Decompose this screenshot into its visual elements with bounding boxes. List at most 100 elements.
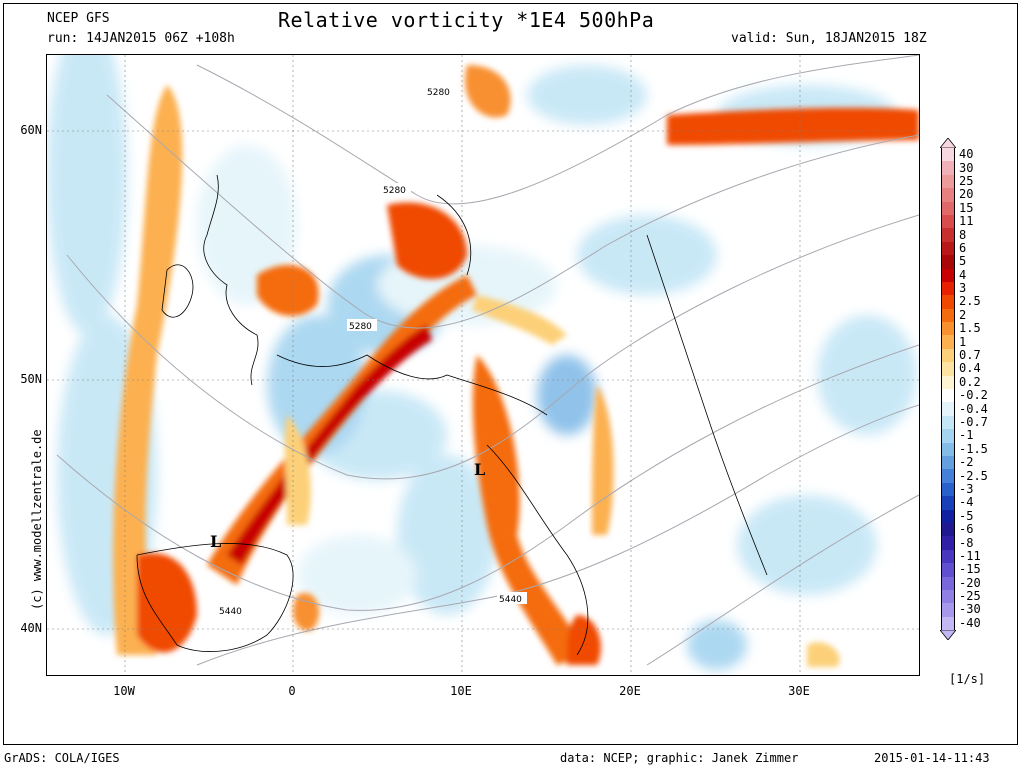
legend-item: 4 bbox=[941, 268, 988, 282]
legend-item: -8 bbox=[941, 536, 988, 550]
legend-swatch bbox=[941, 228, 955, 242]
legend-label: -1 bbox=[959, 428, 974, 443]
lon-label-10e: 10E bbox=[450, 684, 472, 698]
legend-label: -3 bbox=[959, 481, 974, 496]
valid-time: valid: Sun, 18JAN2015 18Z bbox=[731, 31, 927, 46]
lon-label-30e: 30E bbox=[788, 684, 810, 698]
chart-title: Relative vorticity *1E4 500hPa bbox=[278, 8, 655, 32]
legend-swatch bbox=[941, 174, 955, 189]
legend-swatch bbox=[941, 509, 955, 523]
contour-label-group: 5280 5280 5280 5440 5440 bbox=[217, 85, 527, 617]
legend-item: 5 bbox=[941, 254, 988, 269]
legend-item: -15 bbox=[941, 563, 988, 577]
legend-label: 3 bbox=[959, 281, 967, 296]
legend-label: 0.4 bbox=[959, 361, 981, 376]
legend-label: -1.5 bbox=[959, 441, 988, 456]
legend-label: -0.2 bbox=[959, 388, 988, 403]
legend-swatch bbox=[941, 308, 955, 323]
contour-label: 5440 bbox=[219, 607, 242, 617]
lon-label-20e: 20E bbox=[619, 684, 641, 698]
legend-item: -25 bbox=[941, 589, 988, 604]
legend-swatch bbox=[941, 522, 955, 537]
legend-item: -6 bbox=[941, 522, 988, 537]
legend-rows: 40 30 25 20 15 11 8 6 5 4 3 2.5 2 1.5 1 0.7 0.4 0.2 -0.2 -0… bbox=[941, 147, 988, 631]
legend-swatch bbox=[941, 563, 955, 577]
contour-label: 5280 bbox=[427, 88, 450, 98]
legend-item: 2.5 bbox=[941, 295, 988, 309]
legend-item: -5 bbox=[941, 508, 988, 523]
legend-swatch bbox=[941, 482, 955, 497]
legend-label: -40 bbox=[959, 615, 981, 630]
legend-swatch bbox=[941, 455, 955, 470]
positive-vorticity-field bbox=[113, 65, 919, 667]
legend-item: 2 bbox=[941, 307, 988, 323]
legend-label: 1.5 bbox=[959, 321, 981, 336]
contour-label: 5280 bbox=[349, 322, 372, 332]
legend-item: -2.5 bbox=[941, 469, 988, 483]
run-info: run: 14JAN2015 06Z +108h bbox=[47, 31, 235, 46]
legend-label: -0.4 bbox=[959, 401, 988, 416]
legend-swatch bbox=[941, 255, 955, 269]
lat-label-60n: 60N bbox=[20, 123, 42, 137]
footer-software: GrADS: COLA/IGES bbox=[4, 751, 120, 765]
legend-item: 1.5 bbox=[941, 321, 988, 336]
legend-label: 20 bbox=[959, 187, 974, 202]
lat-label-50n: 50N bbox=[20, 372, 42, 386]
legend-item: -2 bbox=[941, 455, 988, 470]
legend-swatch bbox=[941, 362, 955, 376]
color-legend: 40 30 25 20 15 11 8 6 5 4 3 2.5 2 1.5 1 0.7 0.4 0.2 -0.2 -0… bbox=[940, 138, 988, 641]
legend-label: 2 bbox=[959, 307, 967, 322]
legend-item: 8 bbox=[941, 228, 988, 242]
legend-item: 1 bbox=[941, 335, 988, 349]
legend-swatch bbox=[941, 616, 955, 631]
lon-label-0: 0 bbox=[288, 684, 296, 698]
legend-label: 11 bbox=[959, 214, 974, 229]
legend-swatch bbox=[941, 389, 955, 403]
legend-item: -0.4 bbox=[941, 401, 988, 416]
legend-label: 25 bbox=[959, 173, 974, 188]
lon-label-10w: 10W bbox=[113, 684, 135, 698]
legend-item: 6 bbox=[941, 241, 988, 256]
legend-label: -6 bbox=[959, 522, 974, 537]
legend-swatch bbox=[941, 322, 955, 336]
legend-item: 20 bbox=[941, 187, 988, 202]
legend-item: -3 bbox=[941, 481, 988, 497]
legend-swatch bbox=[941, 281, 955, 296]
lat-label-40n: 40N bbox=[20, 621, 42, 635]
legend-item: 15 bbox=[941, 200, 988, 215]
legend-label: -5 bbox=[959, 508, 974, 523]
legend-label: -25 bbox=[959, 589, 981, 604]
legend-label: -30 bbox=[959, 602, 981, 617]
legend-item: -30 bbox=[941, 602, 988, 617]
legend-item: 30 bbox=[941, 161, 988, 175]
legend-label: 15 bbox=[959, 200, 974, 215]
model-name: NCEP GFS bbox=[47, 11, 110, 26]
legend-item: -20 bbox=[941, 576, 988, 590]
legend-item: 0.4 bbox=[941, 361, 988, 376]
legend-swatch bbox=[941, 469, 955, 483]
legend-item: -0.7 bbox=[941, 415, 988, 430]
legend-item: 11 bbox=[941, 214, 988, 229]
legend-swatch bbox=[941, 148, 955, 162]
legend-swatch bbox=[941, 295, 955, 309]
low-marker-group: L L bbox=[210, 460, 485, 551]
legend-swatch bbox=[941, 268, 955, 282]
legend-label: 40 bbox=[959, 147, 974, 162]
legend-swatch bbox=[941, 415, 955, 430]
legend-item: -1.5 bbox=[941, 441, 988, 456]
legend-swatch bbox=[941, 549, 955, 564]
geopotential-contours bbox=[56, 55, 919, 666]
legend-item: -0.2 bbox=[941, 388, 988, 403]
legend-swatch bbox=[941, 214, 955, 229]
legend-label: 5 bbox=[959, 254, 967, 269]
legend-item: 40 bbox=[941, 147, 988, 162]
legend-label: -4 bbox=[959, 495, 974, 510]
chart-frame bbox=[3, 3, 1018, 745]
legend-swatch bbox=[941, 375, 955, 390]
watermark-text: (c) www.modellzentrale.de bbox=[30, 429, 44, 610]
contour-label: 5280 bbox=[383, 186, 406, 196]
legend-label: -2 bbox=[959, 455, 974, 470]
legend-item: -40 bbox=[941, 615, 988, 631]
legend-swatch bbox=[941, 188, 955, 202]
legend-label: 0.7 bbox=[959, 348, 981, 363]
